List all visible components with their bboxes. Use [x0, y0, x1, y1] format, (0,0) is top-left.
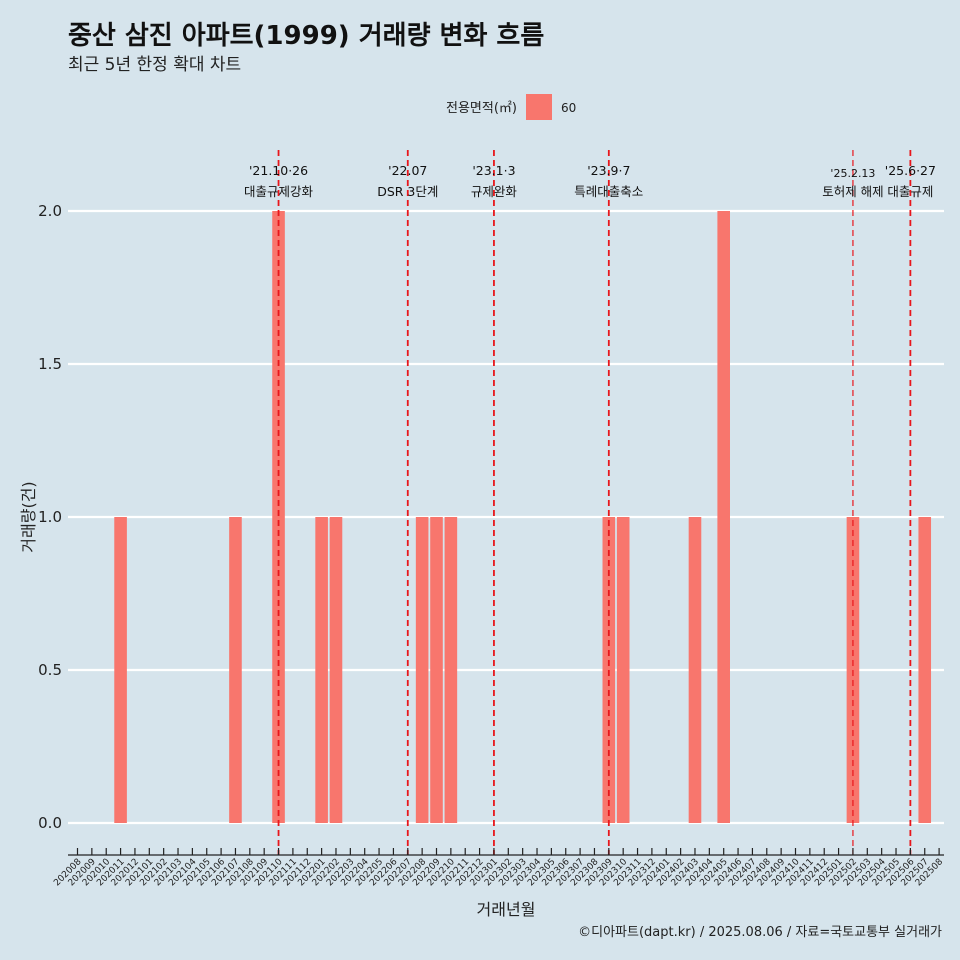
legend: 전용면적(㎡) 60: [446, 94, 576, 120]
y-tick-label: 0.5: [38, 661, 62, 679]
legend-key: [526, 94, 552, 120]
y-tick-label: 2.0: [38, 202, 62, 220]
event-annotations: '21.10·26 대출규제강화 '22.07 DSR 3단계 '23.1·3 규제완화 '…: [244, 150, 936, 855]
x-axis-label: 거래년월: [477, 900, 536, 919]
gridlines: [68, 209, 944, 825]
bar: [272, 211, 285, 823]
caption: ©디아파트(dapt.kr) / 2025.08.06 / 자료=국토교통부 실…: [578, 925, 942, 940]
y-axis-ticks: 0.0 0.5 1.0 1.5 2.0: [38, 202, 62, 832]
bar: [444, 517, 458, 823]
y-axis-label: 거래량(건): [19, 481, 38, 552]
bar: [415, 517, 429, 823]
event-date: '22.07: [388, 163, 427, 178]
event-label: 특례대출축소: [574, 184, 643, 199]
bar: [918, 517, 932, 823]
event-label: 규제완화: [471, 184, 518, 199]
event-label: 토허제 해제: [822, 184, 883, 199]
bar: [114, 517, 127, 823]
event-label: 대출규제: [887, 184, 933, 199]
y-tick-label: 1.0: [38, 508, 62, 526]
legend-entry-label: 60: [561, 101, 576, 115]
event-date: '25.6·27: [885, 163, 936, 178]
event-date: '23.1·3: [472, 163, 515, 178]
bar: [717, 211, 730, 823]
bars: [114, 211, 932, 823]
event-label: 대출규제강화: [244, 184, 314, 199]
bar: [616, 517, 630, 823]
bar: [430, 517, 443, 823]
legend-title: 전용면적(㎡): [446, 101, 517, 116]
bar: [688, 517, 702, 823]
chart-subtitle: 최근 5년 한정 확대 차트: [68, 55, 241, 75]
x-axis: 2020082020092020102020112020122021012021…: [52, 848, 945, 888]
event-date: '23.9·7: [587, 163, 630, 178]
chart-title: 중산 삼진 아파트(1999) 거래량 변화 흐름: [68, 21, 544, 51]
event-label: DSR 3단계: [377, 184, 438, 199]
y-tick-label: 1.5: [38, 355, 62, 373]
bar: [229, 517, 242, 823]
bar: [329, 517, 343, 823]
event-date: '21.10·26: [249, 163, 308, 178]
bar: [315, 517, 328, 823]
event-date: '25.2.13: [830, 167, 875, 180]
y-tick-label: 0.0: [38, 814, 62, 832]
